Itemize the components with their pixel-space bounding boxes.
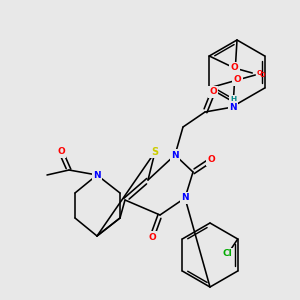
Text: O: O bbox=[209, 88, 217, 97]
Text: S: S bbox=[152, 147, 159, 157]
Text: O: O bbox=[148, 232, 156, 242]
Text: Cl: Cl bbox=[223, 250, 232, 259]
Text: O: O bbox=[233, 76, 241, 85]
Text: N: N bbox=[229, 103, 237, 112]
Text: O: O bbox=[230, 64, 238, 73]
Text: O: O bbox=[207, 155, 215, 164]
Text: O: O bbox=[57, 148, 65, 157]
Text: O: O bbox=[259, 72, 265, 78]
Text: N: N bbox=[181, 194, 189, 202]
Text: N: N bbox=[93, 170, 101, 179]
Text: O: O bbox=[256, 70, 262, 76]
Text: H: H bbox=[230, 96, 236, 102]
Text: N: N bbox=[171, 151, 179, 160]
